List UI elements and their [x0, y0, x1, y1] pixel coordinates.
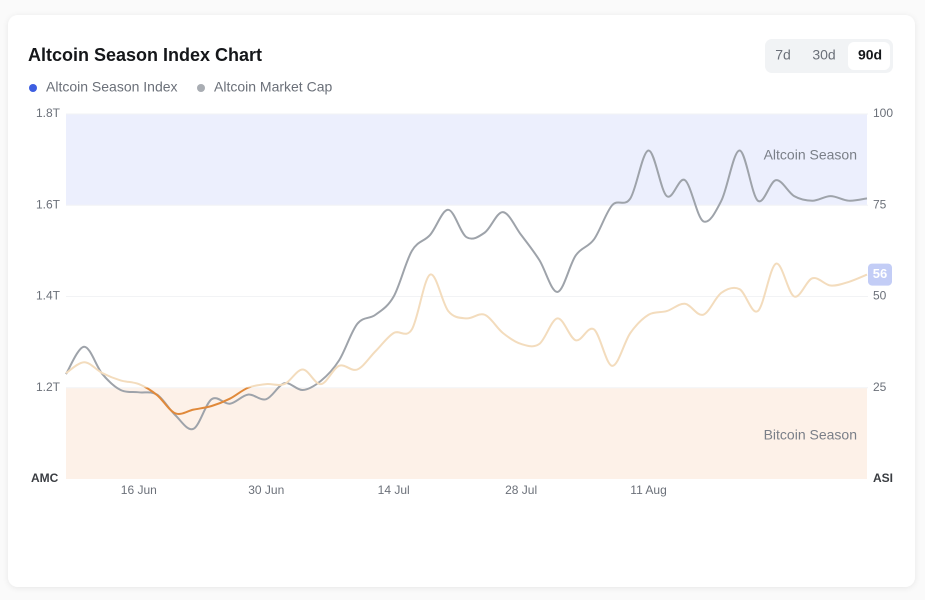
- legend-dot: [29, 84, 37, 92]
- range-button[interactable]: 7d: [775, 47, 791, 63]
- season-band: [66, 114, 867, 206]
- y2-tick-label: 75: [873, 197, 887, 211]
- y-tick-label: 1.8T: [36, 106, 61, 120]
- series-line: [65, 149, 868, 431]
- band-label: Bitcoin Season: [764, 427, 857, 443]
- y2-axis-label: ASI: [873, 471, 893, 485]
- y2-tick-label: 50: [873, 289, 887, 303]
- legend-label: Altcoin Market Cap: [214, 79, 332, 95]
- series-line: [65, 262, 868, 415]
- card: [8, 15, 915, 587]
- chart-title: Altcoin Season Index Chart: [28, 45, 262, 65]
- y2-tick-label: 100: [873, 106, 893, 120]
- x-tick-label: 28 Jul: [505, 483, 537, 497]
- x-tick-label: 16 Jun: [121, 483, 157, 497]
- y-tick-label: 1.4T: [36, 289, 61, 303]
- range-button[interactable]: 30d: [812, 47, 835, 63]
- y-tick-label: 1.2T: [36, 380, 61, 394]
- y2-tick-label: 25: [873, 380, 887, 394]
- end-value-badge: [868, 263, 892, 286]
- season-band: [66, 387, 867, 479]
- x-tick-label: 11 Aug: [630, 483, 666, 497]
- legend-label: Altcoin Season Index: [46, 79, 178, 95]
- legend-dot: [197, 84, 205, 92]
- band-label: Altcoin Season: [764, 147, 857, 163]
- y-axis-label: AMC: [31, 471, 59, 485]
- end-value-label: 56: [873, 266, 887, 281]
- y-tick-label: 1.6T: [36, 197, 61, 211]
- x-tick-label: 14 Jul: [378, 483, 410, 497]
- x-tick-label: 30 Jun: [248, 483, 284, 497]
- range-button-active-bg: [848, 42, 890, 70]
- range-button[interactable]: 90d: [858, 47, 882, 63]
